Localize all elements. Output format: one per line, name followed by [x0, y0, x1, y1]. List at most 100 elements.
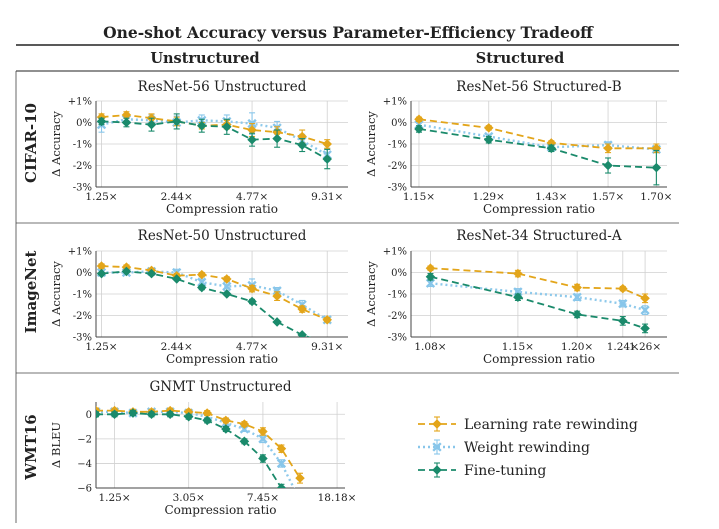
legend-item-ft: Fine-tuning — [418, 462, 546, 479]
data-point-ft — [603, 160, 613, 171]
data-point-lr — [322, 315, 332, 325]
chart-r56u: ResNet-56 Unstructured +1% 0% -1% -2% -3%1.25… — [49, 79, 348, 216]
x-tick-label: 1.57× — [592, 191, 624, 203]
x-tick-label: 2.44× — [161, 341, 193, 353]
data-point-ft — [272, 317, 282, 327]
series-ft — [96, 113, 332, 170]
data-point-ft — [572, 309, 582, 320]
data-point-lr — [222, 274, 232, 284]
series-line-wr — [96, 410, 296, 488]
col-header-unstructured: Unstructured — [150, 50, 259, 67]
series-line-ft — [101, 270, 312, 337]
y-tick-label: -1% — [73, 140, 92, 151]
y-tick-label: +1% — [68, 247, 92, 258]
x-axis-label: Compression ratio — [483, 352, 595, 366]
series-wr — [96, 112, 332, 162]
data-point-ft — [513, 292, 523, 302]
y-axis-label: Δ BLEU — [49, 422, 63, 468]
chart-title: ResNet-56 Unstructured — [138, 79, 307, 95]
data-point-wr — [197, 277, 207, 287]
data-point-lr — [197, 269, 207, 280]
series-line-wr — [101, 270, 328, 321]
data-point-ft — [171, 274, 182, 284]
data-point-lr — [322, 139, 332, 149]
y-tick-label: -3% — [73, 333, 92, 344]
series-line-ft — [430, 275, 646, 330]
data-point-ft — [297, 330, 307, 337]
data-point-ft — [183, 411, 194, 422]
x-tick-label: 1.15× — [502, 341, 534, 353]
x-tick-label: 1.29× — [473, 191, 505, 203]
data-point-ft — [197, 282, 207, 293]
data-point-lr — [414, 114, 424, 125]
data-point-ft — [121, 266, 132, 277]
data-point-ft — [618, 316, 628, 326]
y-tick-label: -3% — [388, 333, 407, 344]
data-point-lr — [258, 426, 268, 437]
chart-gnmt: GNMT Unstructured 0 −2 −4 −6 1.25× 3.05× 7.45× 1… — [49, 379, 356, 517]
x-tick-label: 4.77× — [236, 191, 268, 203]
x-axis-label: Compression ratio — [483, 202, 595, 216]
y-tick-label: −4 — [77, 459, 92, 470]
legend-marker — [432, 465, 442, 475]
data-point-lr — [572, 282, 582, 293]
row-label-wmt16: WMT16 — [22, 414, 40, 481]
y-tick-label: +1% — [68, 97, 92, 108]
chart-title: ResNet-56 Structured-B — [456, 79, 621, 95]
data-point-lr — [640, 293, 650, 304]
data-point-ft — [146, 119, 157, 130]
data-point-lr — [483, 123, 494, 133]
data-point-ft — [197, 120, 207, 131]
legend-marker — [432, 442, 442, 452]
data-point-ft — [165, 409, 175, 420]
data-point-ft — [96, 409, 101, 420]
series-line-wr — [430, 282, 646, 312]
x-tick-label: 1.08× — [414, 341, 446, 353]
data-point-ft — [247, 134, 257, 145]
figure-title: One-shot Accuracy versus Parameter-Effic… — [103, 23, 594, 42]
chart-r34s: ResNet-34 Structured-A +1% 0% -1% -2% -3% 1.08… — [364, 228, 667, 366]
y-tick-label: 0% — [391, 268, 407, 279]
x-tick-label: 18.18× — [318, 492, 357, 504]
series-lr — [425, 263, 650, 304]
data-point-ft — [258, 453, 268, 464]
y-tick-label: -2% — [388, 161, 407, 172]
x-tick-label: 1.43× — [535, 191, 567, 203]
x-tick-label: 4.77× — [236, 341, 268, 353]
data-point-ft — [221, 424, 231, 434]
x-tick-label: 1.25× — [85, 341, 117, 353]
x-tick-label: 2.44× — [161, 191, 193, 203]
y-tick-label: −2 — [77, 434, 92, 445]
y-tick-label: +1% — [383, 97, 407, 108]
data-point-wr — [296, 496, 304, 504]
data-point-lr — [247, 283, 257, 294]
series-ft — [96, 408, 287, 488]
data-point-ft — [247, 296, 257, 307]
series-wr — [425, 278, 650, 315]
data-point-ft — [222, 122, 232, 132]
x-tick-label: 9.31× — [311, 341, 343, 353]
legend-item-lr: Learning rate rewinding — [418, 416, 638, 433]
series-line-lr — [101, 114, 328, 145]
data-point-ft — [146, 268, 157, 279]
series-wr — [414, 120, 662, 155]
data-point-lr — [618, 283, 628, 294]
col-header-structured: Structured — [476, 50, 564, 67]
y-tick-label: -1% — [73, 290, 92, 301]
data-point-lr — [603, 143, 613, 154]
x-axis-label: Compression ratio — [166, 352, 278, 366]
chart-r56s: ResNet-56 Structured-B +1% 0% -1% -2% -3%1.15… — [364, 79, 672, 216]
y-tick-label: -1% — [388, 290, 407, 301]
data-point-ft — [640, 323, 650, 334]
x-tick-label: 9.31× — [311, 191, 343, 203]
data-point-wr — [425, 278, 436, 288]
x-axis-label: Compression ratio — [164, 503, 276, 517]
data-point-lr — [239, 419, 250, 429]
x-tick-label: 1.20× — [561, 341, 593, 353]
chart-title: ResNet-50 Unstructured — [138, 228, 307, 244]
data-point-ft — [425, 272, 436, 282]
data-point-ft — [202, 415, 212, 426]
data-point-ft — [96, 268, 107, 279]
y-tick-label: −6 — [77, 484, 92, 495]
row-label-cifar10: CIFAR-10 — [22, 103, 40, 183]
